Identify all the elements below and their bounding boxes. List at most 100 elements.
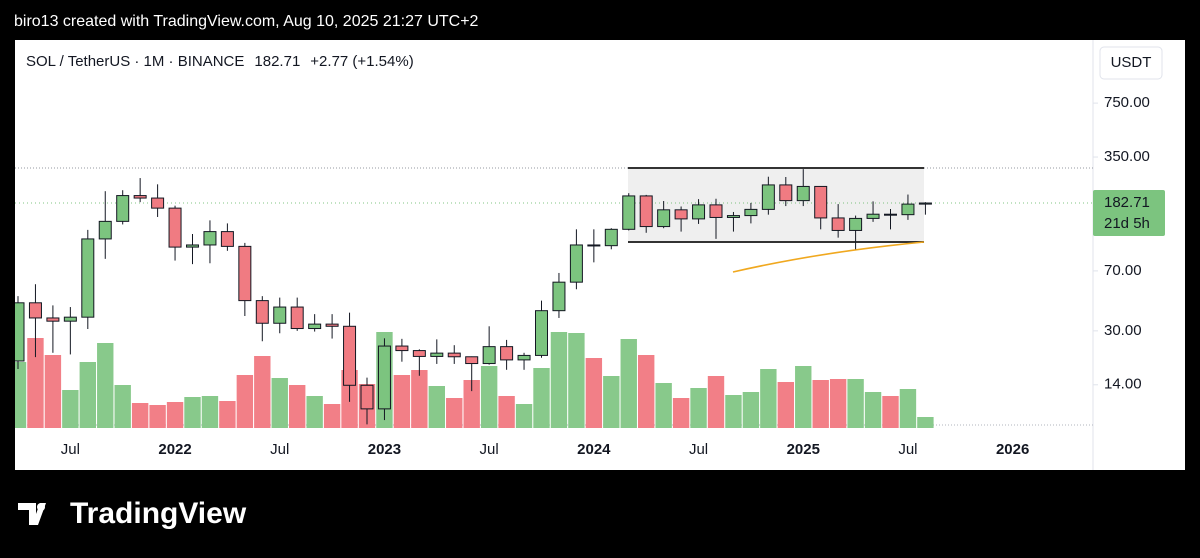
volume-bar xyxy=(393,375,411,428)
candle-body xyxy=(779,184,793,202)
x-tick-label: Jul xyxy=(61,441,80,458)
volume-bar xyxy=(463,380,480,428)
candle-body xyxy=(15,302,25,362)
volume-bar xyxy=(777,382,794,428)
volume-bar xyxy=(620,339,637,428)
volume-bar xyxy=(550,332,568,428)
plot-area xyxy=(15,167,1093,428)
volume-bar xyxy=(306,396,323,428)
candle-body xyxy=(168,207,182,248)
volume-bar xyxy=(515,404,533,428)
y-tick-label: 70.00 xyxy=(1104,262,1142,279)
candle-body xyxy=(569,244,583,283)
candle-body xyxy=(814,185,828,219)
volume-bar xyxy=(114,385,131,428)
candle-body xyxy=(901,203,915,216)
y-tick-label: 750.00 xyxy=(1104,94,1150,111)
y-tick-label: 30.00 xyxy=(1104,322,1142,339)
volume-bar xyxy=(725,395,742,428)
volume-bar xyxy=(847,379,864,428)
volume-bar xyxy=(864,392,882,428)
candle-body xyxy=(535,310,548,356)
logo: TradingView xyxy=(18,497,247,530)
volume-bar xyxy=(899,389,917,428)
candle-body xyxy=(657,209,671,228)
volume-bar xyxy=(184,397,201,428)
volume-bar xyxy=(638,355,655,428)
x-tick-label: 2025 xyxy=(787,441,820,458)
volume-bar xyxy=(742,392,760,428)
candle-body xyxy=(273,306,287,324)
last-price: 182.71 xyxy=(254,53,300,70)
candle-body xyxy=(918,202,932,205)
volume-bar xyxy=(323,404,341,428)
candle-body xyxy=(28,302,42,319)
volume-bar xyxy=(236,375,254,428)
candle-body xyxy=(692,204,706,220)
price-label: 182.71 xyxy=(1104,194,1150,211)
candle-body xyxy=(46,317,60,322)
volume-bar xyxy=(498,396,515,428)
candle-body xyxy=(308,323,322,330)
volume-bar xyxy=(829,379,847,428)
candle-body xyxy=(325,323,339,327)
volume-bar xyxy=(760,369,777,428)
volume-bar xyxy=(201,396,219,428)
candle-layer xyxy=(15,169,932,425)
volume-bar xyxy=(271,378,288,428)
volume-bar xyxy=(795,366,812,428)
volume-bar xyxy=(254,356,271,428)
candle-body xyxy=(360,384,374,410)
volume-bar xyxy=(533,368,550,428)
candle-body xyxy=(639,195,653,228)
volume-bar xyxy=(79,362,96,428)
range-box xyxy=(628,168,924,242)
y-tick-label: 14.00 xyxy=(1104,376,1142,393)
currency-box[interactable] xyxy=(1099,46,1163,80)
candle-body xyxy=(849,217,863,231)
candle-body xyxy=(447,352,461,358)
currency[interactable]: USDT xyxy=(1111,54,1152,71)
candle-body xyxy=(238,245,252,302)
candle-body xyxy=(709,204,723,218)
volume-bar xyxy=(446,398,463,428)
candle-body xyxy=(186,244,199,248)
candle-body xyxy=(220,231,234,247)
candle-body xyxy=(796,185,810,202)
x-tick-label: 2022 xyxy=(158,441,191,458)
volume-bar xyxy=(585,358,603,428)
logo-dot xyxy=(37,503,45,511)
candle-body xyxy=(116,195,130,222)
price-axis: 14.00 30.00 70.00 350.00 750.00 182.71 21d 5h xyxy=(1093,94,1165,393)
candle-body xyxy=(255,300,269,324)
candle-body xyxy=(133,195,147,199)
volume-bar xyxy=(672,398,690,428)
symbol-title: SOL / TetherUS · 1M · BINANCE xyxy=(26,53,244,70)
volume-bar xyxy=(568,333,585,428)
candle-body xyxy=(744,208,758,217)
volume-bar xyxy=(27,338,44,428)
candle-body xyxy=(482,346,496,365)
price-change: +2.77 (+1.54%) xyxy=(310,53,413,70)
volume-bar xyxy=(219,401,236,428)
candle-body xyxy=(587,244,601,247)
candle-body xyxy=(290,306,304,330)
volume-bar xyxy=(44,355,62,428)
volume-bar xyxy=(289,385,306,428)
x-tick-label: Jul xyxy=(689,441,708,458)
volume-bar xyxy=(15,362,27,428)
price-label-box xyxy=(1093,190,1165,237)
volume-bar xyxy=(917,417,934,428)
volume-bar xyxy=(480,366,498,428)
candle-body xyxy=(343,325,357,386)
volume-bar xyxy=(812,380,829,428)
candle-body xyxy=(412,350,426,357)
countdown: 21d 5h xyxy=(1104,215,1150,232)
candle-body xyxy=(884,213,897,216)
candle-body xyxy=(831,217,845,231)
volume-bar xyxy=(707,376,725,428)
candle-body xyxy=(552,281,566,312)
time-axis: Jul 2022 Jul 2023 Jul 2024 Jul 2025 Jul 2026 xyxy=(61,441,1030,458)
x-tick-label: 2026 xyxy=(996,441,1029,458)
